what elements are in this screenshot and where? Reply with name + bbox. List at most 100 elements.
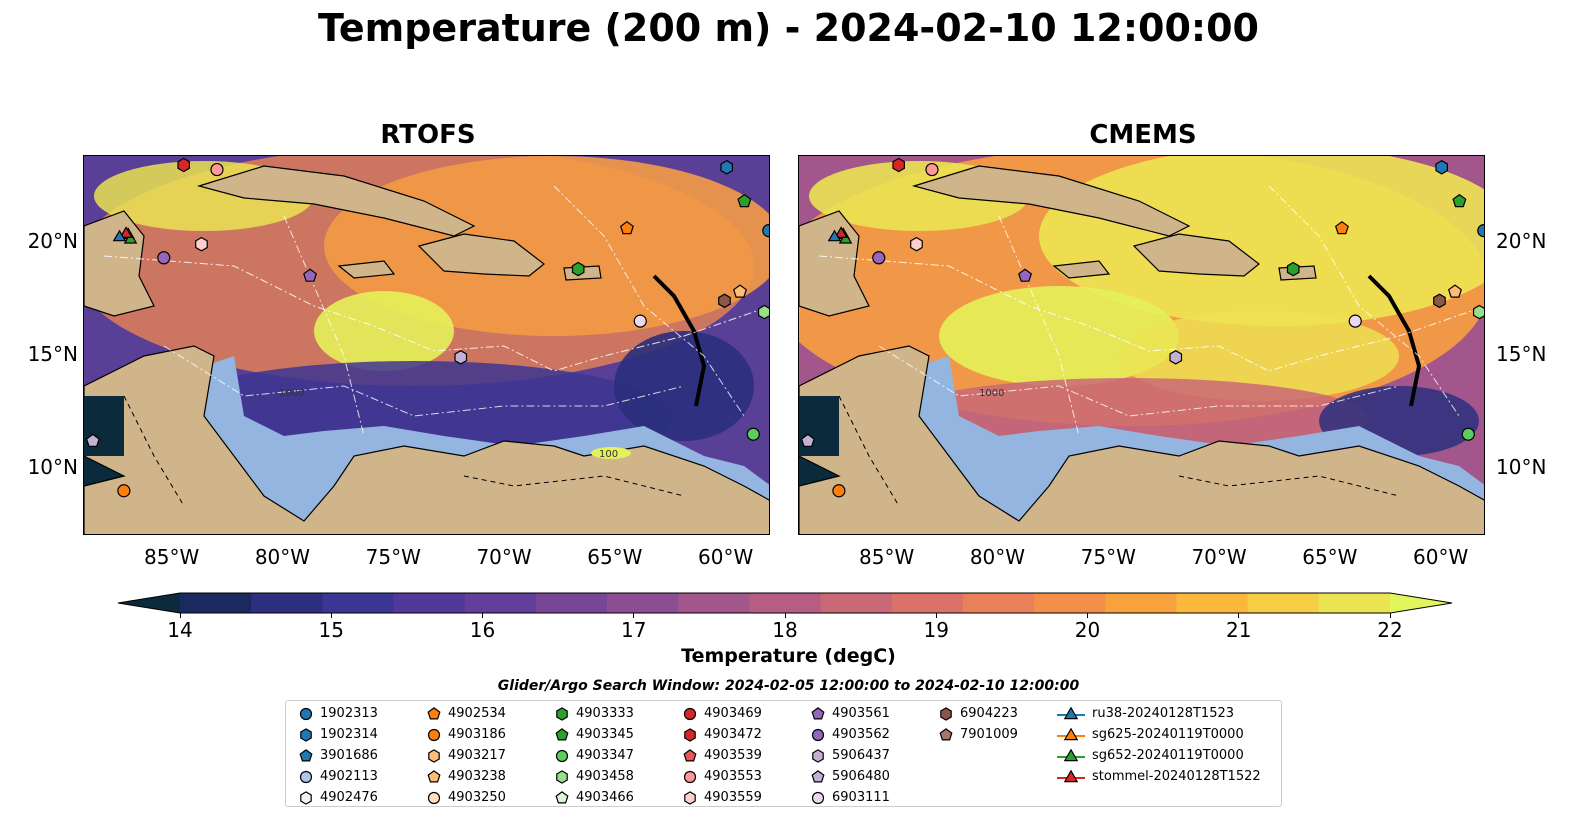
hexagon-marker[interactable] — [757, 304, 770, 320]
circle-marker[interactable] — [872, 251, 886, 265]
hexagon-marker[interactable] — [556, 706, 568, 721]
hexagon-marker[interactable] — [684, 727, 696, 742]
colorbar-tick — [482, 613, 483, 618]
hexagon-marker[interactable] — [1472, 304, 1485, 320]
legend-entry: 6904223 — [938, 703, 1018, 724]
triangle-marker[interactable] — [1063, 727, 1079, 740]
hexagon-marker[interactable] — [910, 236, 923, 252]
circle-marker[interactable] — [633, 314, 647, 328]
pentagon-marker[interactable] — [427, 706, 441, 719]
hexagon-marker[interactable] — [300, 790, 312, 805]
circle-marker[interactable] — [683, 770, 697, 783]
pentagon-marker[interactable] — [555, 790, 569, 803]
pentagon-marker[interactable] — [811, 769, 825, 782]
hexagon-marker[interactable] — [300, 727, 312, 742]
country-border — [1178, 475, 1400, 497]
pentagon-marker[interactable] — [732, 284, 748, 298]
legend: 1902313 1902314 3901686 4902113 4902476 49025… — [285, 700, 1282, 807]
circle-marker[interactable] — [683, 707, 697, 720]
triangle-marker[interactable] — [827, 229, 842, 242]
colorbar-tick-label: 21 — [1226, 618, 1252, 642]
pentagon-marker[interactable] — [427, 769, 441, 782]
hexagon-marker[interactable] — [892, 157, 906, 173]
hexagon-legend-icon — [556, 769, 568, 784]
legend-label: 4903562 — [832, 727, 890, 742]
pentagon-marker[interactable] — [1447, 284, 1463, 298]
circle-marker[interactable] — [811, 791, 825, 804]
triangle-marker[interactable] — [1063, 748, 1079, 761]
pentagon-marker[interactable] — [1018, 268, 1033, 282]
triangle-marker[interactable] — [119, 226, 133, 238]
triangle-marker[interactable] — [1063, 769, 1079, 782]
pentagon-marker[interactable] — [939, 727, 953, 740]
hexagon-marker[interactable] — [684, 790, 696, 805]
hexagon-marker[interactable] — [1433, 293, 1446, 309]
legend-entry: 4903347 — [554, 745, 634, 766]
circle-marker[interactable] — [1348, 314, 1362, 328]
legend-entry: 4903333 — [554, 703, 634, 724]
country-border — [123, 395, 185, 507]
circle-marker[interactable] — [157, 251, 171, 265]
circle-marker[interactable] — [1461, 427, 1475, 441]
hexagon-marker[interactable] — [1169, 350, 1183, 365]
legend-label: 5906437 — [832, 748, 890, 763]
triangle-marker[interactable] — [838, 231, 853, 244]
hexagon-marker[interactable] — [177, 157, 191, 173]
circle-marker[interactable] — [299, 707, 313, 720]
pacific-region — [84, 396, 124, 456]
pentagon-marker[interactable] — [619, 221, 634, 235]
contour-label: 100 — [599, 449, 618, 460]
pentagon-marker[interactable] — [1452, 193, 1467, 208]
map-panel-rtofs[interactable]: 1000 100 — [83, 155, 770, 535]
hexagon-marker[interactable] — [454, 350, 468, 365]
circle-marker[interactable] — [832, 484, 846, 498]
pentagon-marker[interactable] — [1334, 221, 1349, 235]
lat-tick-label: 20°N — [1496, 228, 1547, 253]
circle-marker[interactable] — [427, 728, 441, 741]
circle-marker[interactable] — [1477, 224, 1485, 238]
triangle-marker[interactable] — [112, 229, 127, 242]
legend-label: 7901009 — [960, 727, 1018, 742]
hexagon-marker[interactable] — [1435, 160, 1449, 175]
pentagon-marker[interactable] — [299, 748, 313, 761]
hexagon-marker[interactable] — [812, 748, 824, 763]
hexagon-marker[interactable] — [428, 748, 440, 763]
legend-entry: 1902313 — [298, 703, 378, 724]
colorbar-segment — [962, 593, 1035, 613]
pentagon-marker[interactable] — [811, 706, 825, 719]
colorbar-tick — [1389, 613, 1391, 618]
colorbar-extend-low — [118, 593, 180, 613]
circle-marker[interactable] — [555, 749, 569, 762]
triangle-legend-icon — [1057, 727, 1085, 740]
triangle-marker[interactable] — [834, 226, 848, 238]
circle-marker[interactable] — [299, 770, 313, 783]
circle-marker[interactable] — [117, 484, 131, 498]
circle-marker[interactable] — [811, 728, 825, 741]
circle-marker[interactable] — [762, 224, 770, 238]
legend-label: 1902313 — [320, 706, 378, 721]
hexagon-marker[interactable] — [718, 293, 731, 309]
pentagon-marker[interactable] — [683, 748, 697, 761]
eez-boundary — [283, 215, 365, 437]
pentagon-marker[interactable] — [800, 433, 815, 447]
map-panel-cmems[interactable]: 1000 — [798, 155, 1485, 535]
circle-marker[interactable] — [210, 162, 224, 177]
circle-marker[interactable] — [427, 791, 441, 804]
search-window-caption: Glider/Argo Search Window: 2024-02-05 12… — [497, 678, 1080, 694]
circle-marker[interactable] — [925, 162, 939, 177]
hexagon-marker[interactable] — [571, 261, 585, 277]
hexagon-marker[interactable] — [1286, 261, 1300, 277]
pentagon-marker[interactable] — [555, 727, 569, 740]
triangle-marker[interactable] — [123, 231, 138, 244]
hexagon-marker[interactable] — [940, 706, 952, 721]
hexagon-marker[interactable] — [720, 160, 734, 175]
pentagon-marker[interactable] — [85, 433, 100, 447]
circle-marker[interactable] — [746, 427, 760, 441]
hexagon-marker[interactable] — [195, 236, 208, 252]
triangle-marker[interactable] — [1063, 706, 1079, 719]
colorbar-segment — [393, 593, 466, 613]
pentagon-marker[interactable] — [737, 193, 752, 208]
pentagon-marker[interactable] — [303, 268, 318, 282]
hexagon-marker[interactable] — [556, 769, 568, 784]
legend-label: 6903111 — [832, 790, 890, 805]
